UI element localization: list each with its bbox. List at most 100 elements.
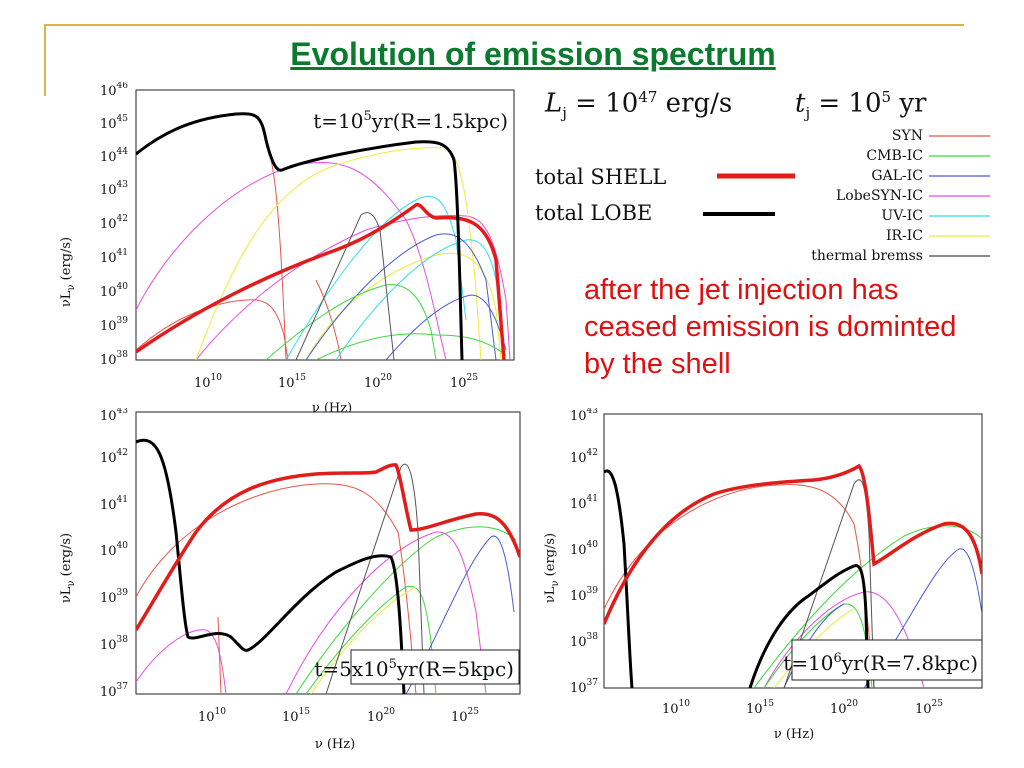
y-tick-label: 1038 — [570, 632, 598, 650]
tj-unit: yr — [891, 88, 927, 119]
uv-ic-series — [285, 195, 467, 360]
time-annotation: t=5x105yr(R=5kpc) — [314, 657, 514, 681]
jet-luminosity-param: Lj = 1047 erg/s — [545, 88, 732, 122]
x-tick-label: 1025 — [915, 699, 943, 717]
total-lobe-series — [136, 438, 406, 694]
y-tick-label: 1040 — [100, 541, 128, 559]
y-tick-label: 1045 — [100, 114, 128, 132]
y-axis-title: νLν (erg/s) — [59, 237, 77, 307]
x-tick-label: 1020 — [367, 707, 395, 725]
x-ticks: 1010 1015 1020 1025 — [198, 707, 479, 725]
legend-totals: total SHELL total LOBE — [535, 165, 795, 225]
total-lobe-series — [136, 112, 464, 360]
lobesyn-ic-series — [136, 629, 227, 694]
jet-time-param: tj = 105 yr — [795, 88, 926, 122]
y-tick-label: 1042 — [100, 214, 128, 232]
lj-subscript: j — [562, 103, 567, 122]
decorative-left-rule — [44, 24, 46, 96]
gal-ic-series — [305, 233, 497, 360]
legend-thermal-bremss-label: thermal bremss — [811, 248, 923, 264]
syn-series — [217, 616, 222, 694]
x-axis-title: ν (Hz) — [315, 737, 355, 752]
time-annotation-box — [791, 639, 983, 681]
gal-ic-series — [405, 535, 515, 694]
y-tick-label: 1038 — [100, 350, 128, 368]
x-tick-label: 1020 — [830, 699, 858, 717]
x-ticks: 1010 1015 1020 1025 — [194, 373, 478, 391]
x-tick-label: 1010 — [194, 373, 222, 391]
cmb-ic-series — [305, 585, 437, 694]
chart-panel-top: νLν (erg/s) ν (Hz) 1038 1039 1040 1041 1… — [40, 82, 520, 420]
tj-symbol: t — [795, 88, 806, 119]
total-lobe-series — [604, 469, 634, 688]
lobesyn-ic-series — [285, 531, 487, 694]
x-tick-label: 1010 — [198, 707, 226, 725]
annotation-text: after the jet injection has ceased emiss… — [584, 274, 957, 380]
lj-symbol: L — [545, 88, 563, 119]
legend-cmb-ic-label: CMB-IC — [866, 148, 923, 164]
y-tick-label: 1044 — [100, 147, 128, 165]
total-lobe-series — [748, 564, 870, 688]
x-tick-label: 1020 — [364, 373, 392, 391]
plot-frame — [135, 411, 521, 695]
y-axis-title: νLν (erg/s) — [543, 533, 561, 603]
ir-ic-series — [305, 252, 502, 360]
legend-syn-label: SYN — [892, 128, 923, 144]
cmb-ic-series — [265, 284, 437, 360]
time-annotation-prefix: t=10 — [783, 651, 833, 675]
time-annotation-exp: 5 — [389, 657, 397, 672]
legend-gal-ic-label: GAL-IC — [871, 168, 923, 184]
y-tick-label: 1043 — [100, 408, 128, 424]
total-shell-series — [604, 463, 982, 625]
cmb-ic-series — [295, 526, 517, 694]
time-annotation-prefix: t=5x10 — [314, 657, 388, 681]
chart-panel-bottom-right: νLν (erg/s) ν (Hz) 1037 1038 1039 1040 1… — [532, 408, 987, 758]
y-axis-title: νLν (erg/s) — [59, 533, 77, 603]
y-tick-label: 1037 — [100, 682, 128, 700]
ir-ic-series — [773, 608, 855, 688]
legend-lobesyn-ic-label: LobeSYN-IC — [836, 188, 923, 204]
total-shell-series — [136, 202, 506, 360]
y-tick-label: 1043 — [570, 408, 598, 424]
tj-exponent: 5 — [881, 88, 892, 106]
syn-series — [315, 279, 342, 360]
y-tick-label: 1041 — [570, 494, 598, 512]
y-tick-label: 1039 — [570, 586, 598, 604]
slide-title: Evolution of emission spectrum — [290, 36, 776, 72]
time-annotation-prefix: t=10 — [313, 109, 363, 133]
time-annotation: t=105yr(R=1.5kpc) — [313, 109, 508, 133]
time-annotation-rest: yr(R=1.5kpc) — [371, 109, 508, 133]
time-annotation-rest: yr(R=5kpc) — [396, 657, 514, 681]
time-annotation-exp: 5 — [364, 109, 372, 124]
cmb-ic-series — [753, 525, 982, 688]
chart-svg-top: νLν (erg/s) ν (Hz) 1038 1039 1040 1041 1… — [59, 82, 515, 416]
ir-ic-series — [310, 586, 417, 694]
cmb-ic-series — [315, 333, 507, 360]
tj-equals: = 10 — [810, 88, 882, 119]
lobesyn-ic-series — [195, 215, 511, 360]
lj-equals: = 10 — [566, 88, 639, 119]
legend-components: SYN CMB-IC GAL-IC LobeSYN-IC UV-IC IR-IC… — [811, 128, 990, 264]
chart-svg-bottom-left: νLν (erg/s) ν (Hz) 1037 1038 1039 1040 1… — [59, 408, 521, 752]
x-ticks: 1010 1015 1020 1025 — [662, 699, 943, 717]
x-tick-label: 1015 — [746, 699, 774, 717]
x-tick-label: 1025 — [451, 707, 479, 725]
y-tick-label: 1039 — [100, 316, 128, 334]
x-tick-label: 1025 — [450, 373, 478, 391]
y-tick-label: 1042 — [100, 448, 128, 466]
total-shell-series — [136, 463, 520, 631]
y-ticks: 1037 1038 1039 1040 1041 1042 1043 — [570, 408, 598, 696]
y-tick-label: 1040 — [570, 540, 598, 558]
legend-total-shell-label: total SHELL — [535, 165, 666, 189]
x-axis-title: ν (Hz) — [774, 727, 814, 742]
ir-ic-series — [195, 147, 482, 360]
y-tick-label: 1046 — [100, 82, 128, 99]
y-tick-label: 1043 — [100, 180, 128, 198]
x-tick-label: 1015 — [278, 373, 306, 391]
time-annotation-box — [350, 649, 520, 685]
y-tick-label: 1040 — [100, 282, 128, 300]
x-tick-label: 1015 — [282, 707, 310, 725]
y-ticks: 1038 1039 1040 1041 1042 1043 1044 1045 … — [100, 82, 128, 368]
legend-total-lobe-label: total LOBE — [535, 201, 652, 225]
time-annotation-box — [344, 106, 512, 134]
